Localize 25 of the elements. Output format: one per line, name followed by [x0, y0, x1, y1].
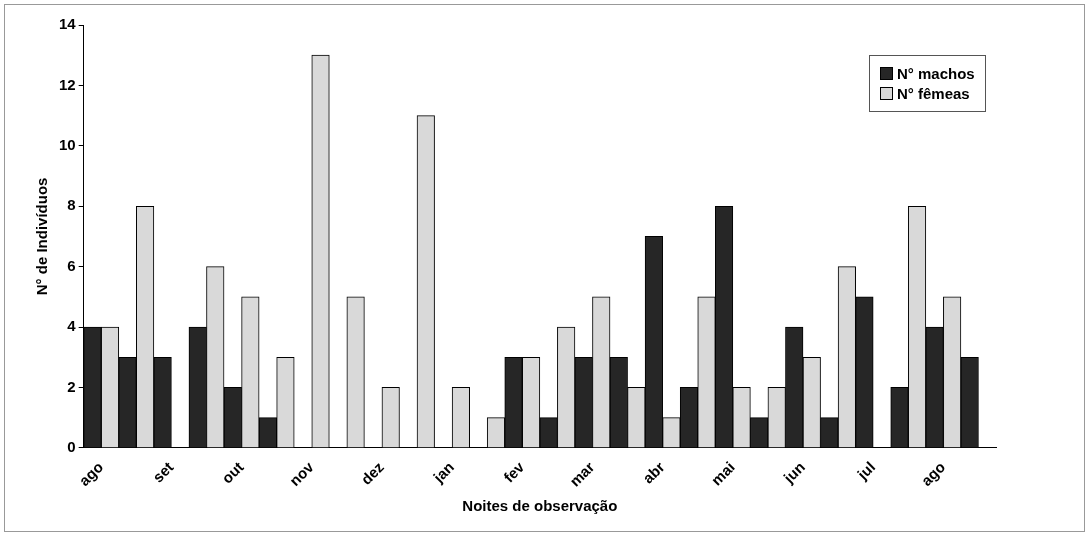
x-tick-label: dez	[357, 458, 387, 488]
x-tick-label: jan	[429, 458, 458, 487]
x-tick-label: nov	[285, 457, 318, 490]
y-tick-label: 4	[67, 317, 77, 335]
y-tick-label: 6	[67, 256, 76, 274]
x-tick-label: ago	[75, 458, 107, 490]
x-axis-title: Noites de observação	[462, 497, 618, 515]
x-tick-label: mai	[707, 458, 738, 489]
y-tick-label: 14	[59, 15, 77, 33]
y-tick-label: 10	[59, 135, 76, 153]
x-tick-label: out	[218, 458, 247, 487]
x-tick-label: set	[149, 458, 177, 486]
y-tick-label: 0	[67, 437, 76, 455]
x-tick-label: jul	[853, 458, 879, 484]
x-tick-label: abr	[639, 458, 668, 487]
y-axis-title: N° de Indivíduos	[33, 177, 51, 296]
x-tick-label: mar	[566, 458, 598, 490]
x-tick-label: ago	[917, 458, 949, 490]
x-tick-label: jun	[779, 458, 809, 487]
y-tick-label: 12	[59, 75, 76, 93]
legend-label: N° machos	[897, 65, 975, 82]
y-tick-label: 2	[67, 377, 76, 395]
y-tick-label: 8	[67, 196, 76, 214]
legend-label: N° fêmeas	[897, 85, 970, 102]
x-tick-label: fev	[499, 457, 528, 486]
